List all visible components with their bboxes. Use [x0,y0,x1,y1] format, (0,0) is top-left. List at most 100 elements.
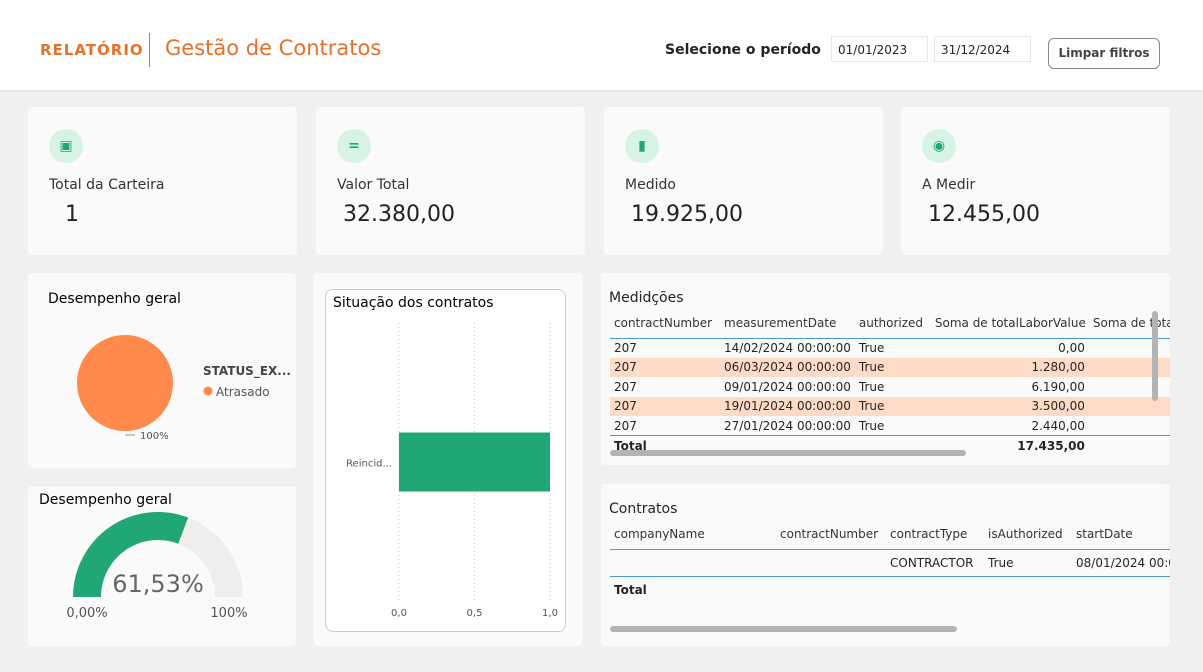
data-table: contractNumber measurementDate authorized S… [610,308,1170,455]
chart-title: Situação dos contratos [333,295,494,311]
legend-entry: Atrasado [216,385,270,399]
table-title: Contratos [609,501,678,517]
column-header: contractType [890,526,968,541]
table-cell: True [858,360,885,375]
kpi-icon: ▣ [49,129,83,163]
header-row: contractNumber measurementDate authorized S… [610,308,1170,338]
start-date[interactable]: 01/01/2023 [831,36,928,62]
gauge-tick-label: 100% [210,606,247,621]
kpi-label: A Medir [922,177,976,193]
table-cell: 207 [614,341,637,355]
gauge-value [73,512,189,597]
table-row: 207 09/01/2024 00:00:00 True 6.190,00 [610,377,1170,397]
divider [149,33,150,67]
legend-swatch [203,386,213,396]
table-cell: 6.190,00 [1031,379,1085,394]
page-title: Gestão de Contratos [165,36,382,60]
table-cell [776,576,886,603]
total-row: Total 17.435,00 [610,435,1170,456]
table-row: 207 14/02/2024 00:00:00 True 0,00 [610,338,1170,358]
column-header: contractNumber [614,315,713,330]
total-row: Total [610,576,1170,603]
kpi-label: Total da Carteira [49,177,165,193]
column-header: startDate [1076,526,1133,541]
gauge-card: Desempenho geral 61,53% 0,00% 100% [28,486,296,646]
table-row: 207 27/01/2024 00:00:00 True 2.440,00 [610,416,1170,436]
table-cell: True [858,418,885,433]
table-cell: True [988,555,1014,570]
column-header: Soma de totalLaborValue [934,315,1086,330]
bar-card: Situação dos contratos 0,0 0,5 1,0 Reincid..… [314,273,582,646]
table-cell: 14/02/2024 00:00:00 [724,341,851,355]
gauge-tick-label: 0,00% [66,606,107,621]
period-label: Selecione o período [665,42,821,58]
kpi-icon: = [337,129,371,163]
kpi-card: = Valor Total 32.380,00 [316,107,585,255]
table-row: 207 19/01/2024 00:00:00 True 3.500,00 [610,396,1170,417]
kpi-icon: ◉ [922,129,956,163]
table-cell [776,549,886,576]
table-cell: True [858,341,885,355]
column-header: companyName [614,526,705,541]
table-cell [610,549,776,576]
kpi-value: 1 [65,202,79,227]
table-cell: 08/01/2024 00:00:00 [1076,555,1170,570]
kpi-card: ▮ Medido 19.925,00 [604,107,883,255]
table-cell: 207 [614,379,637,394]
table-cell: 06/03/2024 00:00:00 [724,360,851,375]
kpi-icon: ▮ [625,129,659,163]
kpi-label: Valor Total [337,177,410,193]
gauge-value-label: 61,53% [112,570,204,598]
column-header: contractNumber [780,526,879,541]
kpi-value: 12.455,00 [928,202,1040,227]
header: RELATÓRIO Gestão de Contratos Selecione … [0,0,1203,90]
table-cell: 207 [614,418,637,433]
table-cell [1072,576,1170,603]
table-cell: 207 [614,360,637,375]
table-cell: 17.435,00 [1017,438,1085,453]
column-header: authorized [858,315,924,330]
data-label: 100% [140,431,169,442]
column-header: isAuthorized [988,526,1063,541]
clear-filters-button[interactable]: Limpar filtros [1048,38,1160,69]
table-cell: 27/01/2024 00:00:00 [724,418,851,433]
gauge-chart: Desempenho geral 61,53% 0,00% 100% [39,492,248,621]
table-cell [1089,416,1170,436]
column-header: measurementDate [724,315,837,330]
pie-card: Desempenho geral 100% Atrasado STATUS_EX... [28,273,296,468]
bar [399,432,550,492]
table-cell: 19/01/2024 00:00:00 [724,399,851,414]
table-cell: Total [614,438,647,453]
table-row: 207 06/03/2024 00:00:00 True 1.280,00 [610,357,1170,377]
table-cell [886,576,984,603]
measurements-table-card: Medidções contractNumber measurementDate au… [601,273,1170,465]
table-cell [1089,397,1170,417]
table-cell: True [858,379,885,394]
chart-title: Desempenho geral [48,291,181,307]
table-cell: 2.440,00 [1031,418,1085,433]
vertical-scrollbar [1152,311,1158,401]
x-tick-label: 1,0 [542,608,558,619]
pie-chart: Desempenho geral 100% Atrasado STATUS_EX... [48,291,291,442]
table-cell [1089,436,1170,456]
table-cell: 09/01/2024 00:00:00 [724,379,851,394]
x-tick-label: 0,0 [391,608,407,619]
table-cell: 0,00 [1058,341,1085,355]
brand: RELATÓRIO [40,41,144,59]
contracts-table-card: Contratos companyName contractNumber contra… [601,484,1170,646]
bar-chart: Situação dos contratos 0,0 0,5 1,0 Reincid..… [333,295,558,619]
header-row: companyName contractNumber contractType isA… [610,519,1170,549]
table-cell: 207 [614,399,637,414]
table-row: CONTRACTOR True 08/01/2024 00:00:00 [610,549,1170,576]
table-cell: CONTRACTOR [890,555,974,570]
end-date[interactable]: 31/12/2024 [934,36,1031,62]
table-cell [984,576,1072,603]
table-title: Medidções [609,290,684,306]
data-table: companyName contractNumber contractType isA… [610,519,1170,603]
horizontal-scrollbar [610,450,966,456]
column-header: Soma de totalMa [1092,315,1170,330]
table-cell: 1.280,00 [1031,360,1085,375]
kpi-card: ◉ A Medir 12.455,00 [901,107,1170,255]
chart-title: Desempenho geral [39,492,172,508]
